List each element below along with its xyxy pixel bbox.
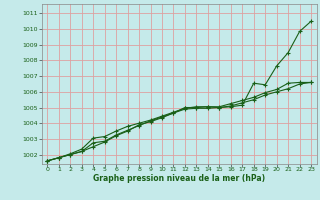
X-axis label: Graphe pression niveau de la mer (hPa): Graphe pression niveau de la mer (hPa): [93, 174, 265, 183]
